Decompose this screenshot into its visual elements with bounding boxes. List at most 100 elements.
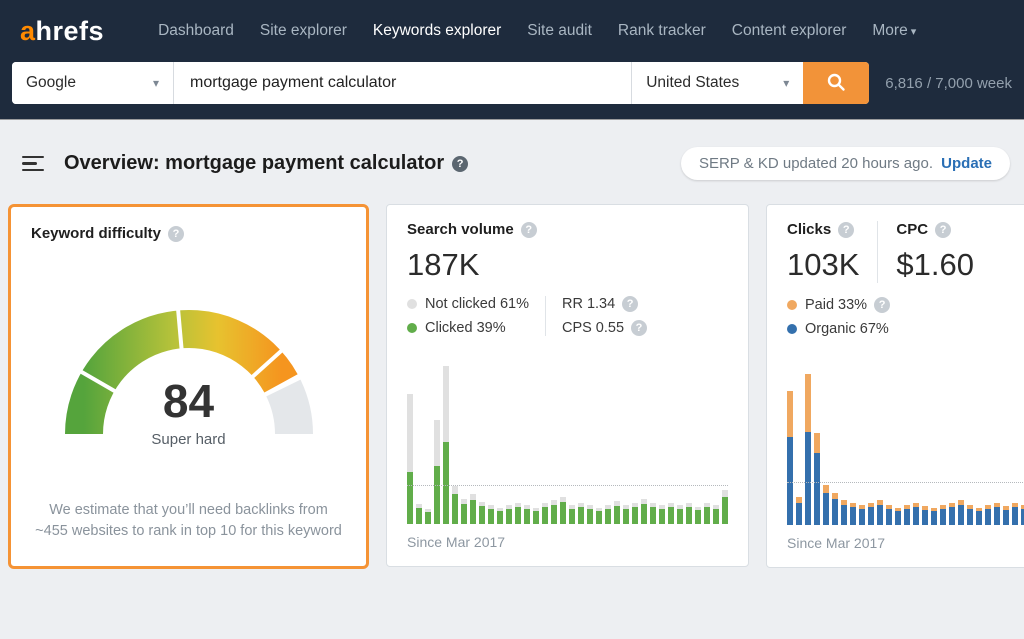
chart-bar <box>497 508 503 524</box>
metric-rr: RR 1.34 ? <box>562 296 647 312</box>
nav-content-explorer[interactable]: Content explorer <box>731 22 847 39</box>
not-clicked-dot <box>407 299 417 309</box>
chart-bar <box>832 493 838 525</box>
weekly-quota: 6,816 / 7,000 week <box>885 74 1012 92</box>
help-icon[interactable]: ? <box>168 225 185 242</box>
help-icon[interactable]: ? <box>838 221 855 238</box>
help-icon[interactable]: ? <box>935 221 952 238</box>
keyword-query-input[interactable] <box>174 62 632 104</box>
legend-not-clicked: Not clicked 61% <box>407 296 529 312</box>
chart-bar <box>686 503 692 524</box>
top-navbar: ahrefs Dashboard Site explorer Keywords … <box>0 0 1024 62</box>
chart-bar <box>949 503 955 525</box>
volume-legend: Not clicked 61% Clicked 39% RR 1.34 ? CP… <box>407 296 728 336</box>
chart-bar <box>659 505 665 524</box>
help-icon[interactable]: ? <box>520 221 537 238</box>
country-select[interactable]: United States ▾ <box>631 62 804 104</box>
chart-bar <box>533 508 539 524</box>
chart-bar <box>994 503 1000 525</box>
chart-bar <box>596 508 602 524</box>
nav-dashboard[interactable]: Dashboard <box>158 22 234 39</box>
clicks-legend: Paid 33% ? Organic 67% <box>787 297 1024 337</box>
chart-bar <box>958 500 964 525</box>
page-head: Overview: mortgage payment calculator ? … <box>0 119 1024 180</box>
clicks-chart <box>787 355 1024 525</box>
keyword-difficulty-card: Keyword difficulty ? 84 <box>8 204 369 570</box>
chart-bar <box>515 503 521 524</box>
average-line <box>787 482 1024 483</box>
search-button[interactable] <box>803 62 870 104</box>
chart-bar <box>677 505 683 524</box>
chart-bar <box>605 505 611 524</box>
legend-paid: Paid 33% ? <box>787 297 1024 313</box>
chart-bar <box>985 505 991 525</box>
chart-bar <box>551 500 557 524</box>
chart-bar <box>668 503 674 524</box>
nav-site-explorer[interactable]: Site explorer <box>259 22 347 39</box>
nav-keywords-explorer[interactable]: Keywords explorer <box>372 22 502 39</box>
chart-bar <box>641 499 647 524</box>
chart-bar <box>967 505 973 525</box>
metric-cps: CPS 0.55 ? <box>562 320 648 336</box>
search-engine-select[interactable]: Google ▾ <box>12 62 174 104</box>
chart-bar <box>940 505 946 525</box>
cpc-value: $1.60 <box>896 247 974 282</box>
country-value: United States <box>646 74 740 91</box>
nav-more[interactable]: More ▾ <box>872 22 917 39</box>
chart-bar <box>506 505 512 524</box>
help-icon[interactable]: ? <box>631 320 648 336</box>
average-line <box>407 485 728 486</box>
chart-bar <box>859 505 865 525</box>
nav-rank-tracker[interactable]: Rank tracker <box>617 22 706 39</box>
chevron-down-icon: ▾ <box>152 76 159 90</box>
volume-since-label: Since Mar 2017 <box>407 534 506 550</box>
nav-site-audit[interactable]: Site audit <box>527 22 592 39</box>
help-icon[interactable]: ? <box>452 155 469 172</box>
kd-value: 84 <box>162 375 215 427</box>
kd-description: We estimate that you’ll need backlinks f… <box>35 502 342 540</box>
page-title: Overview: mortgage payment calculator <box>64 152 445 174</box>
serp-status-text: SERP & KD updated 20 hours ago. <box>698 155 933 172</box>
clicks-value: 103K <box>787 247 860 282</box>
search-controls: Google ▾ United States ▾ <box>12 62 870 104</box>
menu-icon[interactable] <box>22 155 44 172</box>
clicks-cpc-divider <box>877 221 879 283</box>
chart-bar <box>931 508 937 525</box>
chevron-down-icon: ▾ <box>783 76 790 90</box>
chart-bar <box>823 485 829 525</box>
chart-bar <box>722 490 728 524</box>
ahrefs-logo[interactable]: ahrefs <box>20 16 104 47</box>
legend-organic: Organic 67% <box>787 321 1024 337</box>
chart-bar <box>1003 506 1009 525</box>
chart-bar <box>704 503 710 524</box>
chart-bar <box>461 499 467 524</box>
chart-bar <box>841 500 847 525</box>
help-icon[interactable]: ? <box>622 296 639 312</box>
kd-difficulty-label: Super hard <box>151 431 226 448</box>
chart-bar <box>1021 505 1024 525</box>
kd-gauge-arc <box>64 308 313 435</box>
kd-gauge: 84 Super hard <box>39 284 339 456</box>
chart-bar <box>452 486 458 524</box>
paid-dot <box>787 300 797 310</box>
update-link[interactable]: Update <box>941 155 992 172</box>
search-volume-value: 187K <box>407 247 480 282</box>
chart-bar <box>488 505 494 524</box>
search-volume-chart <box>407 354 728 524</box>
chart-bar <box>434 420 440 524</box>
chart-bar <box>713 505 719 524</box>
chart-bar <box>904 505 910 525</box>
help-icon[interactable]: ? <box>874 297 891 313</box>
chart-bar <box>877 500 883 525</box>
clicks-title: Clicks <box>787 221 832 238</box>
chart-bar <box>479 502 485 524</box>
organic-dot <box>787 324 797 334</box>
chart-bar <box>976 508 982 525</box>
kd-card-title: Keyword difficulty <box>31 225 162 242</box>
chart-bar <box>569 505 575 524</box>
chart-bar <box>1012 503 1018 525</box>
chart-bar <box>850 503 856 525</box>
keyword-search-bar: Google ▾ United States ▾ 6,816 / 7,000 w… <box>0 62 1024 119</box>
chart-bar <box>524 505 530 524</box>
metric-cards: Keyword difficulty ? 84 <box>0 180 1024 570</box>
